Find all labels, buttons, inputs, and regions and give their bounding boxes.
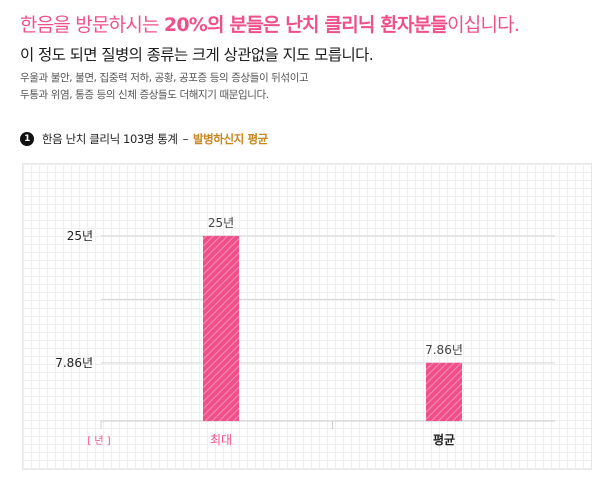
description-line-2: 두통과 위염, 통증 등의 신체 증상들도 더해지기 때문입니다. [20, 89, 269, 101]
description-line-1: 우울과 불안, 불면, 집중력 저하, 공황, 공포증 등의 증상들이 뒤섞이고 [20, 72, 309, 84]
data-label: 25년 [208, 216, 234, 230]
headline-part1: 한음을 방문하시는 [20, 14, 164, 36]
bar-평균 [426, 362, 462, 421]
category-label: 최대 [210, 433, 232, 447]
section-highlight: 발병하신지 평균 [192, 132, 268, 146]
section-title: 한음 난치 클리닉 103명 통계 [42, 132, 178, 146]
bar-최대 [203, 235, 239, 421]
data-label: 7.86년 [425, 343, 463, 357]
subhead: 이 정도 되면 질병의 종류는 크게 상관없을 지도 모릅니다. [20, 46, 374, 64]
description: 우울과 불안, 불면, 집중력 저하, 공황, 공포증 등의 증상들이 뒤섞이고… [20, 70, 309, 104]
unit-label: [ 년 ] [87, 435, 110, 447]
section-dash: – [182, 132, 189, 146]
y-tick-label: 7.86년 [55, 356, 93, 370]
category-label: 평균 [433, 433, 455, 447]
y-tick-label: 25년 [67, 229, 93, 243]
headline-part2: 이십니다. [447, 14, 520, 36]
headline-bold: 20%의 분들은 난치 클리닉 환자분들 [163, 14, 448, 36]
section-number-badge: 1 [20, 132, 34, 146]
section-heading: 1 한음 난치 클리닉 103명 통계 – 발병하신지 평균 [20, 130, 268, 148]
headline: 한음을 방문하시는 20%의 분들은 난치 클리닉 환자분들이십니다. [20, 10, 520, 37]
